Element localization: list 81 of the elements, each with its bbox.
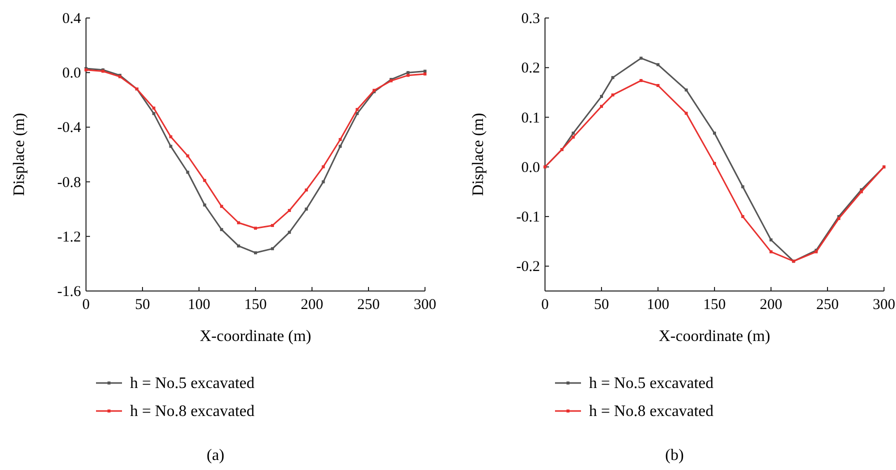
y-tick-label: 0.2 — [521, 60, 540, 77]
x-tick-label: 50 — [135, 297, 150, 313]
point — [640, 79, 643, 82]
point — [713, 132, 716, 135]
x-tick-label: 100 — [646, 297, 670, 313]
y-tick-label: 0.1 — [521, 110, 540, 126]
point — [220, 228, 224, 232]
point — [684, 88, 688, 92]
x-tick-label: 150 — [244, 297, 267, 313]
y-tick-label: -1.2 — [57, 229, 81, 246]
y-tick-label: 0.3 — [521, 11, 540, 27]
point — [270, 224, 274, 227]
point — [600, 104, 603, 108]
y-tick-label: 0.4 — [62, 11, 82, 27]
x-tick-label: 300 — [872, 297, 896, 313]
x-axis-title: X-coordinate (m) — [658, 328, 770, 345]
point — [152, 112, 156, 116]
y-axis-title: Displace (m) — [11, 112, 28, 196]
point — [600, 94, 603, 98]
point — [424, 72, 426, 76]
x-tick-label: 300 — [414, 297, 436, 313]
point — [186, 154, 190, 158]
point — [322, 165, 325, 168]
point — [713, 162, 716, 165]
point — [770, 250, 772, 254]
point — [203, 204, 206, 207]
point — [288, 230, 291, 234]
point — [169, 135, 172, 138]
y-tick-label: -1.6 — [57, 284, 82, 300]
point — [406, 71, 410, 74]
point — [186, 170, 190, 174]
x-axis-title: X-coordinate (m) — [200, 328, 312, 345]
point — [770, 238, 772, 242]
point — [152, 106, 156, 110]
x-tick-label: 0 — [541, 297, 549, 313]
x-tick-label: 250 — [816, 297, 839, 313]
legend-label: h = No.5 excavated — [130, 375, 255, 392]
point — [254, 251, 257, 254]
point — [741, 215, 744, 218]
point — [304, 188, 308, 192]
point — [611, 76, 614, 80]
x-tick-label: 200 — [300, 297, 324, 313]
y-axis-title: Displace (m) — [470, 112, 487, 196]
point — [741, 185, 744, 188]
point — [237, 221, 240, 224]
text: (b) — [665, 447, 684, 464]
x-tick-label: 50 — [594, 297, 609, 313]
y-tick-label: 0.0 — [62, 66, 81, 82]
x-tick-label: 0 — [82, 297, 90, 313]
legend-label: h = No.5 excavated — [589, 375, 714, 392]
legend-label: h = No.8 excavated — [589, 403, 714, 420]
point — [656, 63, 660, 66]
text: (a) — [206, 447, 224, 464]
point — [322, 180, 325, 184]
x-tick-label: 200 — [760, 297, 782, 313]
point — [288, 208, 291, 212]
point — [220, 204, 224, 208]
point — [406, 74, 410, 77]
point — [640, 56, 643, 60]
x-tick-label: 250 — [357, 297, 380, 313]
y-tick-label: -0.1 — [516, 210, 540, 226]
point — [203, 178, 206, 182]
y-tick-label: -0.8 — [57, 174, 81, 191]
point — [684, 112, 688, 115]
point — [237, 244, 240, 248]
y-tick-label: 0.0 — [521, 160, 540, 176]
point — [270, 247, 274, 250]
point — [254, 226, 257, 230]
y-tick-label: -0.4 — [57, 120, 82, 136]
point — [611, 93, 614, 96]
point — [169, 144, 172, 148]
point — [338, 138, 342, 141]
x-tick-label: 100 — [188, 297, 210, 313]
y-tick-label: -0.2 — [516, 259, 540, 276]
point — [356, 108, 359, 111]
legend-label: h = No.8 excavated — [130, 403, 255, 420]
point — [572, 136, 575, 139]
x-tick-label: 150 — [703, 297, 726, 313]
point — [572, 132, 575, 135]
point — [338, 144, 342, 148]
point — [304, 208, 308, 211]
